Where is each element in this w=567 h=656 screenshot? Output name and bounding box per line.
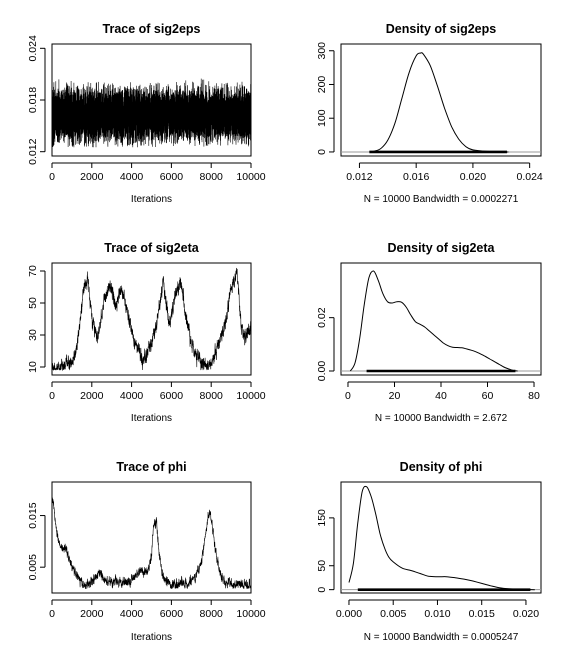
x-tick-label: 60 [482,390,494,402]
x-tick-label: 2000 [80,171,104,183]
x-tick-label: 0.005 [380,608,406,620]
x-tick-label: 0 [49,390,55,402]
x-tick-label: 0.020 [460,171,486,183]
x-tick-label: 4000 [120,171,144,183]
panel-5: Density of phi 0.000 0.005 0.010 0.015 0.020 0… [316,460,542,643]
y-tick-label: 0 [316,149,328,155]
panel-0: Trace of sig2eps 0 2000 4000 6000 8000 10000 0.… [27,22,266,205]
y-tick-label: 150 [316,509,328,527]
x-tick-label: 6000 [160,390,184,402]
panel-title: Trace of sig2eta [104,241,200,255]
y-tick-label: 100 [316,109,328,127]
density-curve [369,52,509,153]
y-tick-label: 300 [316,42,328,60]
y-tick-label: 0 [316,587,328,593]
x-tick-label: 20 [389,390,401,402]
x-tick-label: 4000 [120,608,144,620]
x-tick-label: 0 [345,390,351,402]
x-tick-label: 4000 [120,390,144,402]
plot-frame [51,481,252,594]
x-axis-label: Iterations [131,632,172,643]
x-tick-label: 10000 [236,608,265,620]
panel-4: Trace of phi 0 2000 4000 6000 8000 10000 0.005 0… [27,460,266,643]
x-tick-label: 0.000 [336,608,362,620]
y-tick-label: 200 [316,76,328,94]
x-axis-label: N = 10000 Bandwidth = 0.0005247 [364,632,519,643]
x-tick-label: 0.015 [469,608,495,620]
x-tick-label: 0.010 [424,608,450,620]
x-axis-label: N = 10000 Bandwidth = 2.672 [375,413,508,424]
y-tick-label: 50 [27,297,39,309]
density-curve [349,270,518,372]
panel-title: Density of sig2eta [388,241,496,255]
panel-title: Density of phi [400,460,483,474]
panel-3: Density of sig2eta 0 20 40 60 80 0.00 0.02 N = 1… [316,241,542,424]
plot-frame [340,481,542,594]
y-tick-label: 0.012 [27,138,39,164]
x-tick-label: 8000 [200,390,224,402]
trace-line-sig2eps [51,78,252,148]
x-tick-label: 0.012 [346,171,372,183]
y-tick-label: 10 [27,361,39,373]
y-tick-label: 0.02 [316,307,328,328]
x-tick-label: 8000 [200,171,224,183]
x-tick-label: 0.020 [513,608,539,620]
panel-title: Trace of phi [116,460,186,474]
x-tick-label: 6000 [160,608,184,620]
x-tick-label: 10000 [236,390,265,402]
y-tick-label: 0.005 [27,554,39,580]
panel-title: Trace of sig2eps [103,22,201,36]
x-tick-label: 0 [49,171,55,183]
y-tick-label: 0.015 [27,502,39,528]
panel-2: Trace of sig2eta 0 2000 4000 6000 8000 10000 10… [27,241,266,424]
y-tick-label: 0.018 [27,87,39,113]
y-tick-label: 30 [27,329,39,341]
y-tick-label: 50 [316,560,328,572]
panel-1: Density of sig2eps 0.012 0.016 0.020 0.024 0 1… [316,22,543,205]
plot-frame [340,262,542,376]
density-curve [348,485,535,591]
x-axis-label: Iterations [131,413,172,424]
x-tick-label: 6000 [160,171,184,183]
panel-title: Density of sig2eps [386,22,496,36]
plot-frame [340,43,542,157]
x-axis-label: Iterations [131,194,172,205]
y-tick-label: 0.00 [316,361,328,382]
trace-line-phi [51,495,252,590]
x-tick-label: 2000 [80,390,104,402]
y-tick-label: 70 [27,265,39,277]
x-tick-label: 0 [49,608,55,620]
plot-frame [51,262,252,376]
x-tick-label: 40 [435,390,447,402]
x-axis-label: N = 10000 Bandwidth = 0.0002271 [364,194,519,205]
x-tick-label: 0.016 [403,171,429,183]
x-tick-label: 10000 [236,171,265,183]
x-tick-label: 80 [528,390,540,402]
trace-line-sig2eta [51,267,252,372]
x-tick-label: 0.024 [517,171,543,183]
x-tick-label: 2000 [80,608,104,620]
x-tick-label: 8000 [200,608,224,620]
y-tick-label: 0.024 [27,35,39,61]
